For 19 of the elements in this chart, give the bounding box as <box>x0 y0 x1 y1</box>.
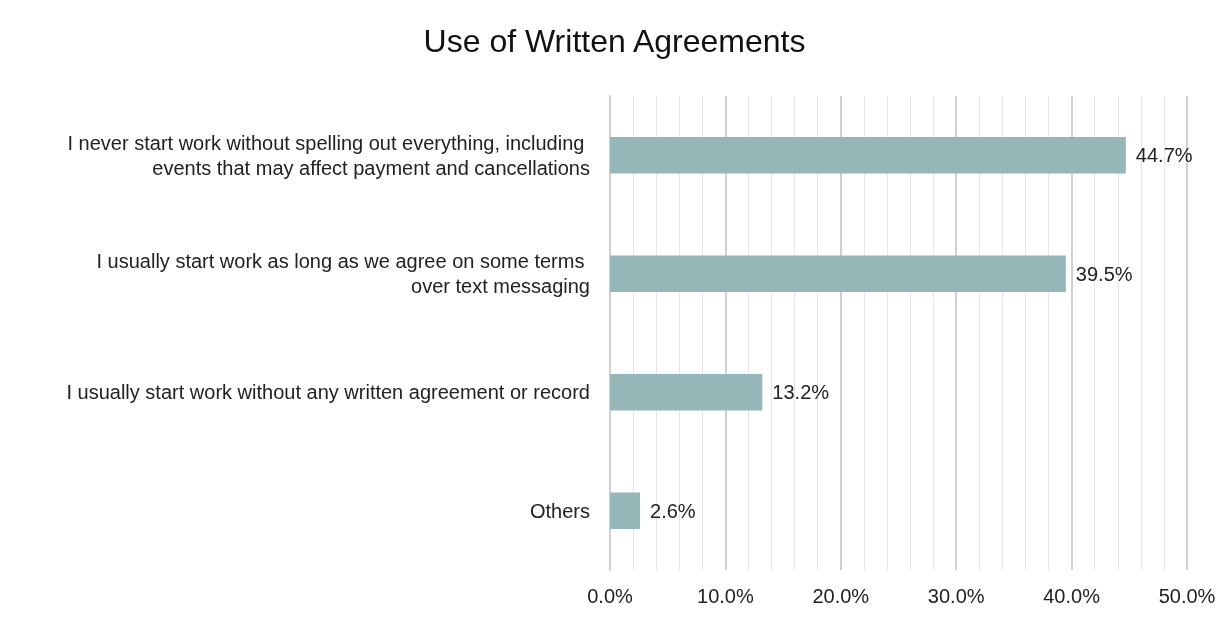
x-tick-label: 40.0% <box>1043 585 1101 607</box>
bar <box>610 373 763 411</box>
bar <box>610 492 640 530</box>
data-label: 39.5% <box>1075 262 1133 285</box>
y-tick-label: I never start work without spelling out everything, including events that may affect payment and cancellations <box>67 131 590 179</box>
bar <box>610 255 1066 293</box>
data-label: 2.6% <box>650 499 696 522</box>
x-tick-label: 0.0% <box>587 585 634 607</box>
data-label: 13.2% <box>772 381 830 404</box>
y-tick-label: I usually start work without any written agreement or record <box>66 381 590 404</box>
x-tick-label: 20.0% <box>812 585 870 607</box>
x-tick-label: 50.0% <box>1158 585 1216 607</box>
y-tick-label: I usually start work as long as we agree on some terms over text messaging <box>96 250 590 298</box>
y-tick-label: Others <box>529 499 590 522</box>
bar <box>610 136 1126 174</box>
x-tick-label: 10.0% <box>697 585 754 607</box>
x-tick-label: 30.0% <box>927 585 985 607</box>
chart-title: Use of Written Agreements <box>423 23 806 59</box>
data-label: 44.7% <box>1135 144 1193 167</box>
